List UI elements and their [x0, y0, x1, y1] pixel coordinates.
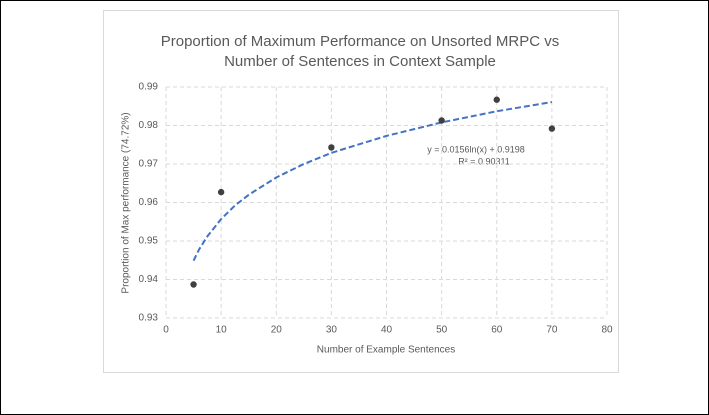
x-tick-label: 80: [601, 325, 613, 336]
x-tick-label: 30: [326, 325, 338, 336]
x-tick-label: 60: [491, 325, 503, 336]
chart-area: [103, 10, 619, 373]
y-tick-label: 0.98: [139, 120, 159, 131]
x-tick-label: 10: [216, 325, 228, 336]
x-tick-label: 70: [546, 325, 558, 336]
x-tick-label: 40: [381, 325, 393, 336]
y-tick-label: 0.94: [139, 274, 159, 285]
y-tick-label: 0.96: [139, 197, 159, 208]
r-squared: R² = 0.90311: [458, 156, 510, 166]
y-axis-title: Proportion of Max performance (74.72%): [121, 112, 132, 293]
y-tick-label: 0.97: [139, 159, 159, 170]
point: [190, 281, 197, 288]
x-tick-label: 20: [271, 325, 283, 336]
point: [548, 125, 556, 132]
chart-title: Proportion of Maximum Performance on Uns…: [161, 33, 559, 50]
y-tick-label: 0.95: [139, 236, 159, 247]
x-axis-title: Number of Example Sentences: [317, 345, 455, 356]
y-tick-label: 0.99: [139, 82, 159, 93]
trendline: [192, 101, 553, 262]
x-tick-label: 50: [436, 325, 448, 336]
equation: y = 0.0156ln(x) + 0.9198: [427, 144, 525, 154]
chart-title: Number of Sentences in Context Sample: [224, 53, 496, 70]
point: [493, 96, 500, 103]
point: [217, 188, 225, 196]
x-tick-label: 0: [163, 325, 169, 336]
point: [438, 117, 445, 124]
y-tick-label: 0.93: [139, 313, 159, 324]
point: [328, 144, 335, 151]
